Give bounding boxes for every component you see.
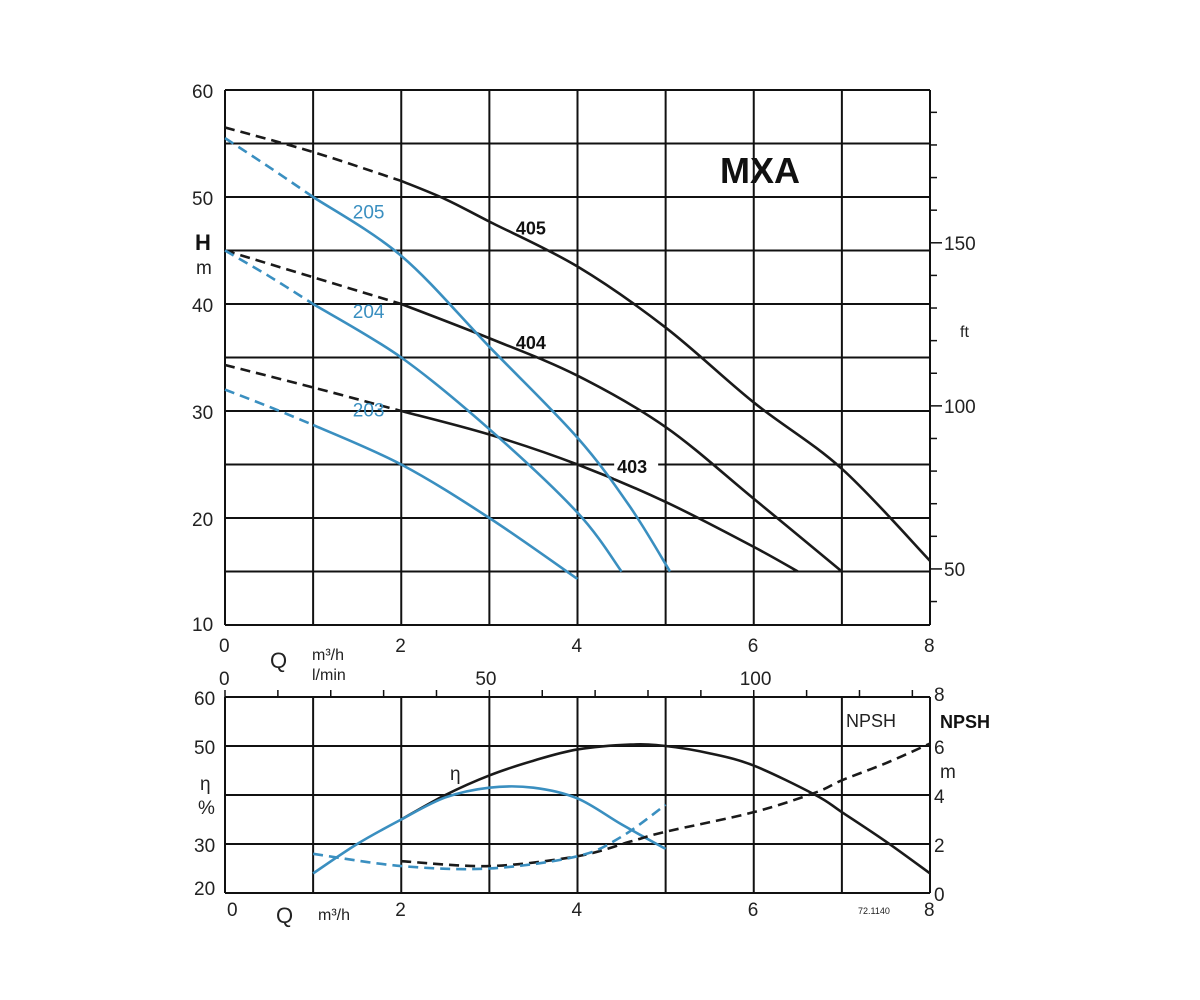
curve-403-dashed xyxy=(224,363,402,413)
curve-204 xyxy=(312,302,623,573)
figure-code: 72.1140 xyxy=(858,906,890,916)
head-chart: 0 2 4 6 8 10 20 30 40 50 60 50 100 150 0 50 100 405 404 403… xyxy=(192,82,976,697)
y-axis-unit-m: m xyxy=(196,258,212,279)
npsh-annotation: NPSH xyxy=(846,711,896,731)
curve-label-405: 405 xyxy=(516,218,546,238)
y-tick-label: 50 xyxy=(192,189,213,210)
x-tick-label: 4 xyxy=(572,636,583,657)
chart-title: MXA xyxy=(720,150,800,191)
npsh-axis-label: NPSH xyxy=(940,712,990,732)
x-tick-label: 8 xyxy=(924,900,935,921)
curve-405 xyxy=(400,179,931,562)
curve-label-203: 203 xyxy=(353,400,385,421)
y2-axis-unit-ft: ft xyxy=(960,324,969,341)
x-tick-label: 6 xyxy=(748,900,759,921)
curve-eta-400 xyxy=(400,743,931,875)
y2-tick-label: 150 xyxy=(944,234,976,255)
y-tick-label: 20 xyxy=(194,879,215,900)
label-background xyxy=(614,456,659,479)
y-tick-label: 60 xyxy=(194,689,215,710)
bottom-x-axis-label-Q: Q xyxy=(276,903,293,928)
curve-label-204: 204 xyxy=(353,302,385,323)
x-axis-unit-m3h: m³/h xyxy=(312,647,344,664)
curve-label-403: 403 xyxy=(617,457,647,477)
eta-axis-label: η xyxy=(200,774,211,795)
x-axis-label-Q: Q xyxy=(270,648,287,673)
curve-npsh-200 xyxy=(312,803,667,871)
x-tick-label: 4 xyxy=(572,900,583,921)
y2-tick-label: 100 xyxy=(944,397,976,418)
y-tick-label: 30 xyxy=(194,836,215,857)
y2-tick-label: 2 xyxy=(934,836,945,857)
y-tick-label: 60 xyxy=(192,82,213,103)
bottom-x-axis-unit: m³/h xyxy=(318,907,350,924)
x-tick-label: 6 xyxy=(748,636,759,657)
y2-tick-label: 6 xyxy=(934,738,945,759)
x-tick-label: 2 xyxy=(395,900,406,921)
efficiency-npsh-chart: 0 2 4 6 8 20 30 50 60 0 2 4 6 8 xyxy=(194,685,945,921)
curve-203-dashed xyxy=(224,388,314,427)
y-tick-label: 50 xyxy=(194,738,215,759)
x2-tick-label: 100 xyxy=(740,669,772,690)
npsh-axis-unit: m xyxy=(940,762,956,783)
curve-403 xyxy=(400,409,799,573)
y2-tick-label: 8 xyxy=(934,685,945,706)
y-axis-label-H: H xyxy=(195,230,211,255)
curve-eta-200 xyxy=(312,785,667,875)
eta-axis-unit: % xyxy=(198,798,215,819)
x-axis-unit-lmin: l/min xyxy=(312,667,346,684)
eta-annotation: η xyxy=(450,764,461,785)
curve-npsh-400 xyxy=(401,742,931,868)
y-tick-label: 20 xyxy=(192,510,213,531)
y-tick-label: 40 xyxy=(192,296,213,317)
curve-205 xyxy=(312,195,672,573)
y-tick-label: 10 xyxy=(192,615,213,636)
y2-tick-label: 4 xyxy=(934,787,945,808)
x2-tick-label: 0 xyxy=(219,669,230,690)
x-tick-label: 8 xyxy=(924,636,935,657)
curve-204-dashed xyxy=(224,249,314,306)
curve-205-dashed xyxy=(224,137,314,199)
y-tick-label: 30 xyxy=(192,403,213,424)
curve-label-205: 205 xyxy=(353,202,385,223)
curve-404-dashed xyxy=(224,249,402,306)
x-tick-label: 0 xyxy=(227,900,238,921)
curve-405-dashed xyxy=(224,126,402,183)
curve-label-404: 404 xyxy=(516,333,546,353)
curve-404 xyxy=(400,302,843,573)
curve-203 xyxy=(312,423,579,581)
x-tick-label: 0 xyxy=(219,636,230,657)
x2-tick-label: 50 xyxy=(475,669,496,690)
x-tick-label: 2 xyxy=(395,636,406,657)
y2-tick-label: 50 xyxy=(944,560,965,581)
y2-tick-label: 0 xyxy=(934,885,945,906)
